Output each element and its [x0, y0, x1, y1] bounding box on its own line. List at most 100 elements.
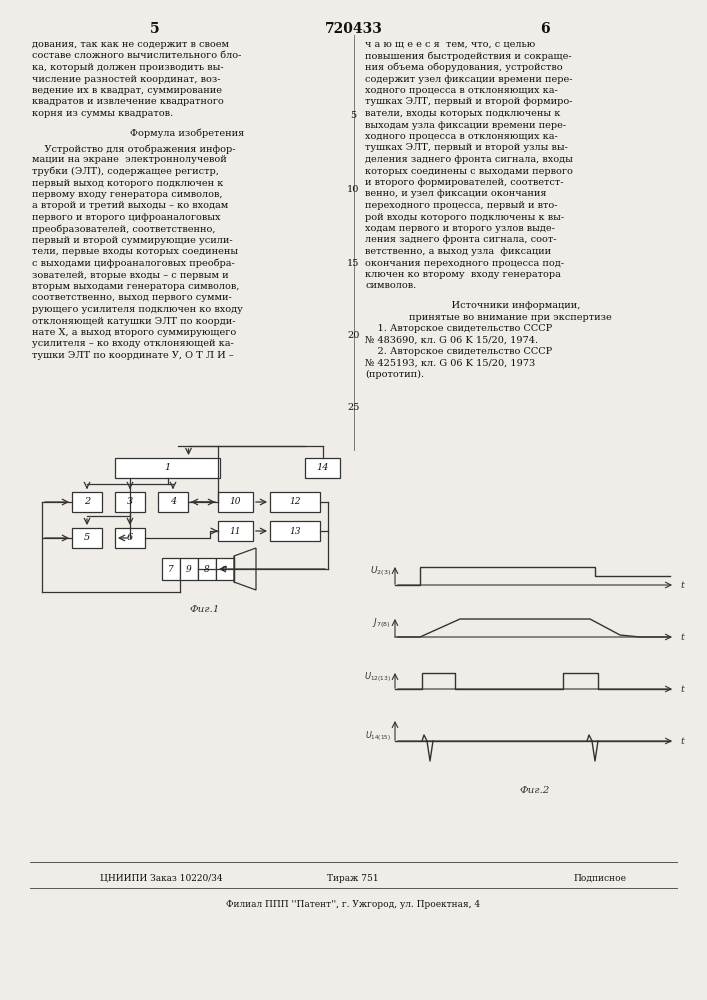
- Text: тушки ЭЛТ по координате У, О Т Л И –: тушки ЭЛТ по координате У, О Т Л И –: [32, 351, 234, 360]
- Text: 15: 15: [347, 258, 360, 267]
- Text: 12: 12: [289, 497, 300, 506]
- Text: 720433: 720433: [325, 22, 382, 36]
- Text: 10: 10: [347, 186, 360, 194]
- Text: рующего усилителя подключен ко входу: рующего усилителя подключен ко входу: [32, 305, 243, 314]
- Text: числение разностей координат, воз-: числение разностей координат, воз-: [32, 75, 221, 84]
- Bar: [162, 558, 180, 580]
- Text: 2. Авторское свидетельство СССР: 2. Авторское свидетельство СССР: [365, 347, 552, 356]
- Bar: [72, 528, 102, 548]
- Text: корня из суммы квадратов.: корня из суммы квадратов.: [32, 109, 173, 118]
- Text: первый и второй суммирующие усили-: первый и второй суммирующие усили-: [32, 236, 233, 245]
- Text: t: t: [680, 736, 684, 746]
- Text: ключен ко второму  входу генератора: ключен ко второму входу генератора: [365, 270, 561, 279]
- Text: вторым выходами генератора символов,: вторым выходами генератора символов,: [32, 282, 240, 291]
- Text: 9: 9: [186, 564, 192, 574]
- Bar: [270, 521, 320, 541]
- Text: дования, так как не содержит в своем: дования, так как не содержит в своем: [32, 40, 229, 49]
- Text: 3: 3: [127, 497, 133, 506]
- Text: Фиг.1: Фиг.1: [189, 605, 220, 614]
- Text: трубки (ЭЛТ), содержащее регистр,: трубки (ЭЛТ), содержащее регистр,: [32, 167, 219, 176]
- Text: Формула изобретения: Формула изобретения: [130, 128, 244, 138]
- Text: $J_{7(8)}$: $J_{7(8)}$: [373, 616, 391, 630]
- Bar: [115, 458, 220, 478]
- Text: 6: 6: [127, 534, 133, 542]
- Text: мации на экране  электроннолучевой: мации на экране электроннолучевой: [32, 155, 227, 164]
- Text: 1: 1: [164, 464, 170, 473]
- Bar: [115, 528, 145, 548]
- Text: Фиг.2: Фиг.2: [520, 786, 550, 795]
- Text: № 483690, кл. G 06 K 15/20, 1974.: № 483690, кл. G 06 K 15/20, 1974.: [365, 336, 538, 344]
- Text: содержит узел фиксации времени пере-: содержит узел фиксации времени пере-: [365, 75, 573, 84]
- Bar: [216, 558, 234, 580]
- Text: (прототип).: (прототип).: [365, 370, 424, 379]
- Text: ка, который должен производить вы-: ка, который должен производить вы-: [32, 63, 223, 72]
- Text: тушках ЭЛТ, первый и второй узлы вы-: тушках ЭЛТ, первый и второй узлы вы-: [365, 143, 568, 152]
- Text: деления заднего фронта сигнала, входы: деления заднего фронта сигнала, входы: [365, 155, 573, 164]
- Text: 25: 25: [347, 403, 360, 412]
- Text: 10: 10: [230, 497, 241, 506]
- Text: 20: 20: [347, 330, 360, 340]
- Text: t: t: [680, 684, 684, 694]
- Text: ления заднего фронта сигнала, соот-: ления заднего фронта сигнала, соот-: [365, 235, 556, 244]
- Text: первый выход которого подключен к: первый выход которого подключен к: [32, 178, 223, 188]
- Text: $U_{2(3)}$: $U_{2(3)}$: [370, 564, 391, 578]
- Text: ЦНИИПИ Заказ 10220/34: ЦНИИПИ Заказ 10220/34: [100, 874, 223, 883]
- Bar: [218, 521, 253, 541]
- Text: составе сложного вычислительного бло-: составе сложного вычислительного бло-: [32, 51, 241, 60]
- Text: 14: 14: [316, 464, 329, 473]
- Text: $U_{14(15)}$: $U_{14(15)}$: [365, 729, 391, 743]
- Text: повышения быстродействия и сокраще-: повышения быстродействия и сокраще-: [365, 51, 572, 61]
- Text: 2: 2: [84, 497, 90, 506]
- Bar: [158, 492, 188, 512]
- Text: тушках ЭЛТ, первый и второй формиро-: тушках ЭЛТ, первый и второй формиро-: [365, 98, 573, 106]
- Text: ветственно, а выход узла  фиксации: ветственно, а выход узла фиксации: [365, 247, 551, 256]
- Text: отклоняющей катушки ЭЛТ по коорди-: отклоняющей катушки ЭЛТ по коорди-: [32, 316, 235, 326]
- Text: № 425193, кл. G 06 K 15/20, 1973: № 425193, кл. G 06 K 15/20, 1973: [365, 359, 535, 367]
- Text: Филиал ППП ''Патент'', г. Ужгород, ул. Проектная, 4: Филиал ППП ''Патент'', г. Ужгород, ул. П…: [226, 900, 480, 909]
- Text: 8: 8: [222, 565, 228, 573]
- Text: Тираж 751: Тираж 751: [327, 874, 379, 883]
- Text: 4: 4: [170, 497, 176, 506]
- Text: 5: 5: [84, 534, 90, 542]
- Text: соответственно, выход первого сумми-: соответственно, выход первого сумми-: [32, 294, 232, 302]
- Bar: [72, 492, 102, 512]
- Text: зователей, вторые входы – с первым и: зователей, вторые входы – с первым и: [32, 270, 228, 279]
- Text: которых соединены с выходами первого: которых соединены с выходами первого: [365, 166, 573, 176]
- Text: ходного процесса в отклоняющих ка-: ходного процесса в отклоняющих ка-: [365, 132, 558, 141]
- Text: 7: 7: [168, 564, 174, 574]
- Text: Источники информации,: Источники информации,: [439, 301, 580, 310]
- Text: венно, и узел фиксации окончания: венно, и узел фиксации окончания: [365, 190, 547, 198]
- Text: ходам первого и второго узлов выде-: ходам первого и второго узлов выде-: [365, 224, 555, 233]
- Bar: [270, 492, 320, 512]
- Text: переходного процесса, первый и вто-: переходного процесса, первый и вто-: [365, 201, 558, 210]
- Text: выходам узла фиксации времени пере-: выходам узла фиксации времени пере-: [365, 120, 566, 129]
- Text: тели, первые входы которых соединены: тели, первые входы которых соединены: [32, 247, 238, 256]
- Text: рой входы которого подключены к вы-: рой входы которого подключены к вы-: [365, 213, 564, 222]
- Text: усилителя – ко входу отклоняющей ка-: усилителя – ко входу отклоняющей ка-: [32, 340, 234, 349]
- Text: квадратов и извлечение квадратного: квадратов и извлечение квадратного: [32, 98, 223, 106]
- Text: символов.: символов.: [365, 282, 416, 290]
- Text: $U_{12(13)}$: $U_{12(13)}$: [364, 670, 391, 684]
- Text: ния объема оборудования, устройство: ния объема оборудования, устройство: [365, 63, 563, 73]
- Bar: [115, 492, 145, 512]
- Text: 13: 13: [289, 526, 300, 536]
- Text: с выходами цифроаналоговых преобра-: с выходами цифроаналоговых преобра-: [32, 259, 235, 268]
- Text: ведение их в квадрат, суммирование: ведение их в квадрат, суммирование: [32, 86, 222, 95]
- Bar: [180, 558, 198, 580]
- Text: и второго формирователей, соответст-: и второго формирователей, соответст-: [365, 178, 563, 187]
- Text: 5: 5: [351, 110, 356, 119]
- Bar: [198, 558, 216, 580]
- Text: окончания переходного процесса под-: окончания переходного процесса под-: [365, 258, 564, 267]
- Bar: [218, 492, 253, 512]
- Text: ватели, входы которых подключены к: ватели, входы которых подключены к: [365, 109, 561, 118]
- Text: а второй и третий выходы – ко входам: а второй и третий выходы – ко входам: [32, 202, 228, 211]
- Text: 8: 8: [204, 564, 210, 574]
- Bar: [305, 458, 340, 478]
- Text: t: t: [680, 580, 684, 589]
- Text: нате Х, а выход второго суммирующего: нате Х, а выход второго суммирующего: [32, 328, 236, 337]
- Text: принятые во внимание при экспертизе: принятые во внимание при экспертизе: [409, 312, 612, 322]
- Text: первому входу генератора символов,: первому входу генератора символов,: [32, 190, 223, 199]
- Text: 6: 6: [540, 22, 550, 36]
- Text: 1. Авторское свидетельство СССР: 1. Авторское свидетельство СССР: [365, 324, 552, 333]
- Text: Подписное: Подписное: [573, 874, 626, 883]
